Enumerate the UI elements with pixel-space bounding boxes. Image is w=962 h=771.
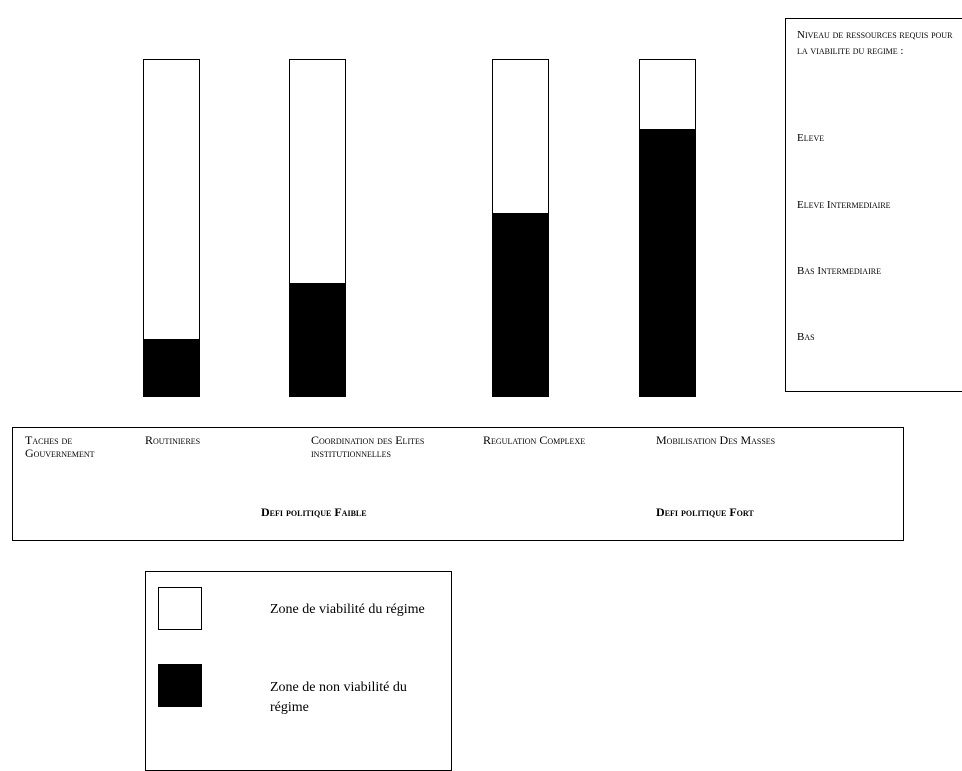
resource-scale-box: Niveau de ressources requis pour la viab… <box>785 18 962 392</box>
legend-swatch-non-viable <box>158 664 202 707</box>
scale-level-high: Eleve <box>797 132 825 144</box>
task-label-mass-mobilization: Mobilisation Des Masses <box>656 433 776 447</box>
legend-swatch-viable <box>158 587 202 630</box>
column-non-viable-fill <box>290 283 345 396</box>
column-non-viable-fill <box>640 128 695 396</box>
column-elite-coordination <box>289 59 346 397</box>
task-label-routine: Routinieres <box>145 433 201 447</box>
task-label-elite-coordination: Coordination des Elites institutionnelle… <box>311 433 425 460</box>
legend-label-viable: Zone de viabilité du régime <box>270 602 425 617</box>
column-routine-tasks <box>143 59 200 397</box>
scale-level-low-intermediate: Bas Intermediaire <box>797 265 881 277</box>
challenge-label-strong: Defi politique Fort <box>656 505 754 519</box>
challenge-label-weak: Defi politique Faible <box>261 505 367 519</box>
legend-label-non-viable: Zone de non viabilité du régime <box>270 680 407 715</box>
column-non-viable-fill <box>493 212 548 396</box>
governance-tasks-box: Taches de Gouvernement Routinieres Coord… <box>12 427 904 541</box>
column-complex-regulation <box>492 59 549 397</box>
column-mass-mobilization <box>639 59 696 397</box>
scale-level-high-intermediate: Eleve Intermediaire <box>797 199 891 211</box>
scale-level-low: Bas <box>797 331 815 343</box>
scale-title: Niveau de ressources requis pour la viab… <box>797 29 953 57</box>
task-label-government: Taches de Gouvernement <box>25 433 95 460</box>
task-label-complex-regulation: Regulation Complexe <box>483 433 586 447</box>
column-non-viable-fill <box>144 338 199 396</box>
legend-box: Zone de viabilité du régime Zone de non … <box>145 571 452 771</box>
